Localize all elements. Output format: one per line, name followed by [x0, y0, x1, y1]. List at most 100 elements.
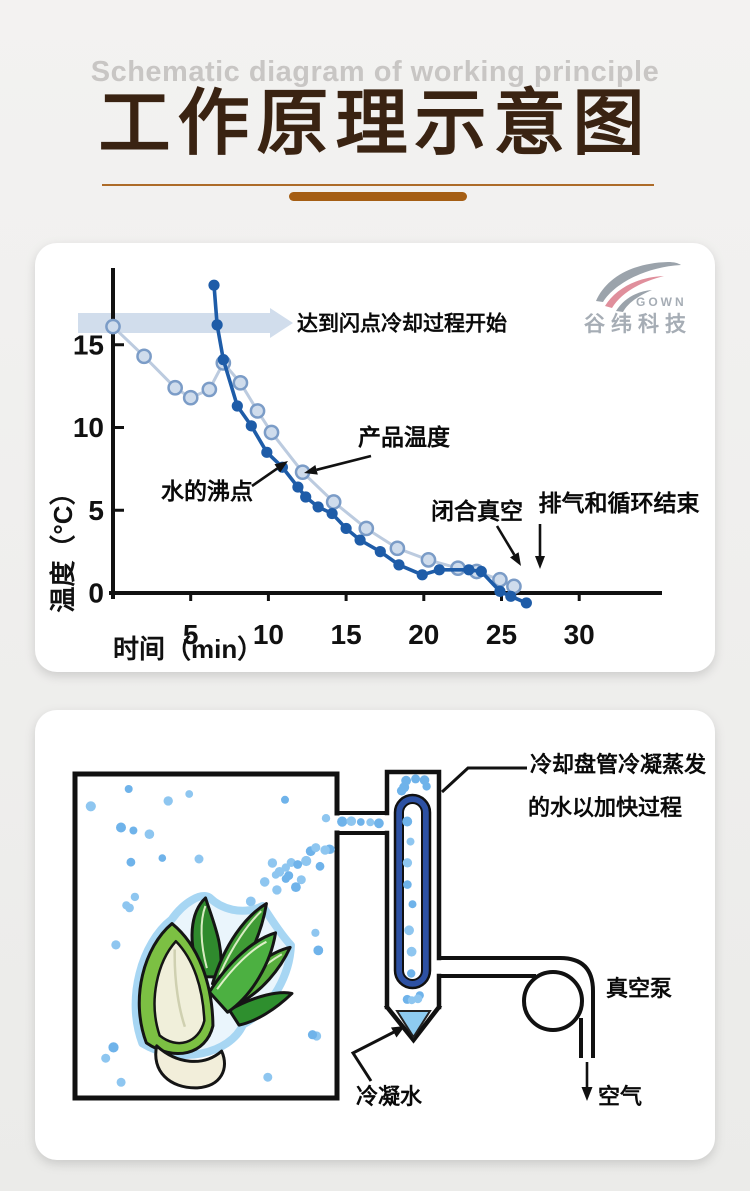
mist-dot — [126, 857, 136, 867]
pipe-mist-dots — [337, 816, 384, 829]
water-mist-dots — [85, 785, 335, 1087]
mist-dot — [116, 822, 126, 833]
annotation-label: 产品温度 — [358, 424, 451, 450]
coil-caption-line2: 的水以加快过程 — [528, 795, 682, 820]
mist-dot — [374, 818, 384, 829]
y-axis-title: 温度（°C） — [48, 479, 78, 612]
annotation-0-arrowhead — [274, 461, 288, 473]
flash-point-band-arrowhead — [270, 308, 293, 338]
mist-dot — [111, 940, 121, 950]
mist-dot — [296, 875, 306, 885]
data-point — [245, 420, 257, 432]
mist-dot — [401, 775, 411, 786]
mist-dot — [407, 969, 416, 978]
data-point — [358, 520, 375, 537]
data-point — [300, 491, 312, 503]
coil-caption-line1: 冷却盘管冷凝蒸发 — [530, 752, 707, 777]
mist-dot — [402, 816, 413, 827]
mist-dot — [259, 877, 270, 887]
annotation-1-arrow — [316, 454, 372, 472]
annotation-2-arrow — [495, 525, 516, 556]
logo-company-text: 谷纬科技 — [584, 312, 692, 336]
mist-dot — [408, 900, 417, 909]
condenser-tower-outline — [383, 769, 443, 1044]
annotation-label: 闭合真空 — [431, 498, 523, 524]
mist-dot — [124, 785, 133, 793]
lettuce-leaf — [227, 991, 294, 1027]
data-point — [312, 501, 324, 513]
mist-dot — [263, 1072, 273, 1082]
y-tick-label: 5 — [88, 495, 104, 526]
series-line-water-boiling — [212, 285, 528, 605]
data-point — [416, 569, 428, 581]
mist-dot — [108, 1042, 119, 1053]
mist-dot — [85, 801, 96, 812]
x-tick-label: 20 — [408, 619, 439, 650]
data-point — [354, 534, 366, 546]
mist-dot — [129, 826, 138, 835]
subtitle-english: Schematic diagram of working principle — [90, 56, 660, 88]
data-point — [389, 540, 406, 557]
mist-dot — [291, 882, 301, 892]
x-axis-title: 时间（min） — [113, 634, 263, 664]
mist-dot — [311, 843, 321, 853]
data-point — [326, 507, 338, 520]
logo-swoosh-top — [596, 262, 681, 302]
divider-line-thick — [289, 192, 467, 201]
data-point — [520, 597, 532, 609]
flash-point-band — [78, 313, 270, 333]
mist-dot — [163, 796, 173, 806]
y-tick-label: 0 — [88, 578, 104, 609]
company-logo: GOWN 谷纬科技 — [584, 262, 692, 336]
data-point — [261, 446, 273, 458]
annotation-3-arrowhead — [535, 556, 545, 569]
data-point — [475, 565, 487, 578]
x-tick-label: 5 — [183, 619, 199, 650]
vacuum-pump-circle — [522, 970, 584, 1032]
mist-dot — [101, 1053, 111, 1063]
x-tick-label: 15 — [331, 619, 362, 650]
temperature-chart: 达到闪点冷却过程开始 0 5 10 15 5 10 15 20 25 30 时间（min） 温度（°C）… — [48, 262, 701, 664]
data-point — [505, 590, 517, 602]
condensate-label: 冷凝水 — [356, 1084, 423, 1109]
series-line-product-temp — [111, 325, 515, 588]
data-point — [136, 348, 152, 365]
data-point — [201, 381, 218, 398]
mist-dot — [274, 867, 285, 877]
mist-dot — [301, 855, 312, 867]
pump-pipe-top — [439, 956, 595, 1058]
logo-brand-text: GOWN — [636, 295, 687, 309]
divider-line-thin — [102, 184, 654, 186]
chart-card: 达到闪点冷却过程开始 0 5 10 15 5 10 15 20 25 30 时间（min） 温度（°C）… — [35, 243, 715, 672]
data-point — [340, 522, 352, 535]
condensate-pool — [395, 1010, 432, 1039]
x-tick-label: 10 — [253, 619, 284, 650]
mist-dot — [404, 925, 414, 936]
data-point — [232, 374, 249, 391]
mist-dot — [307, 1030, 318, 1040]
x-tick-label: 25 — [486, 619, 517, 650]
annotation-1-arrowhead — [304, 464, 318, 475]
logo-swoosh-middle — [605, 276, 664, 308]
data-point — [393, 559, 405, 571]
flash-point-band-label: 达到闪点冷却过程开始 — [297, 312, 507, 336]
data-point — [463, 564, 475, 576]
lettuce-leaf-vein — [200, 905, 208, 969]
diagram-card: 冷却盘管冷凝蒸发 的水以加快过程 真空泵 冷凝水 空气 — [35, 710, 715, 1160]
mist-dot — [245, 896, 256, 907]
data-point — [167, 379, 184, 396]
mist-dot — [272, 885, 282, 895]
lettuce-illustration — [131, 892, 295, 1090]
data-point — [263, 424, 280, 441]
lettuce-stalk — [154, 1044, 226, 1090]
coil-mist-dots — [396, 774, 431, 1005]
mist-dot — [116, 1077, 126, 1087]
chart-plot-area: 达到闪点冷却过程开始 0 5 10 15 5 10 15 20 25 30 时间（min） 温度（°C）… — [48, 268, 701, 664]
mist-dot — [194, 854, 204, 864]
mist-dot — [366, 818, 375, 827]
mist-dot — [396, 786, 407, 796]
lettuce-heart — [153, 940, 206, 1045]
mist-dot — [185, 790, 194, 798]
mist-dot — [284, 871, 294, 881]
air-label: 空气 — [598, 1084, 642, 1109]
